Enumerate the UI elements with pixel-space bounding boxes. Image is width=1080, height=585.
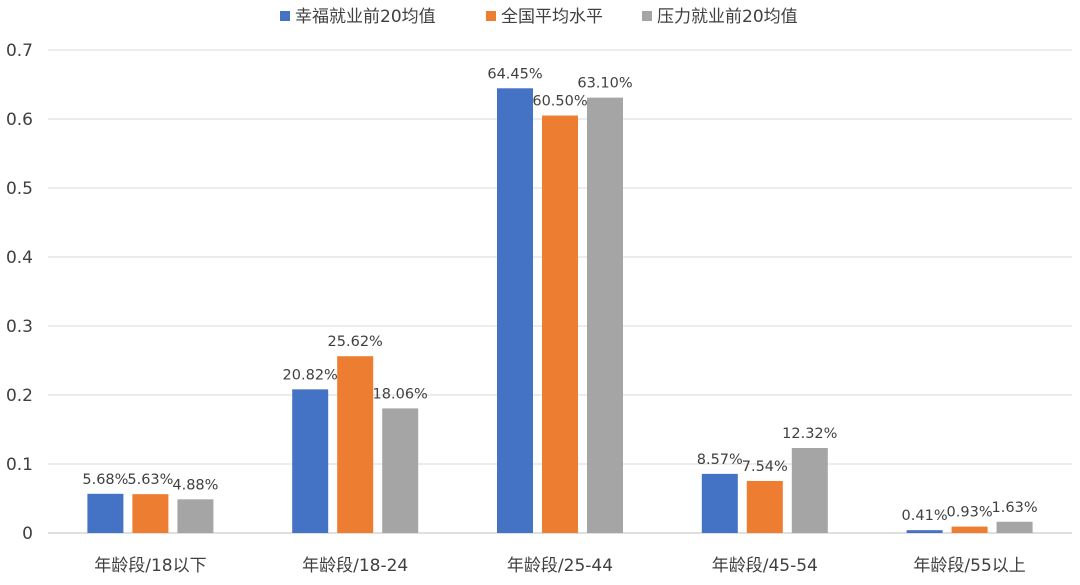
legend-label: 压力就业前20均值 xyxy=(657,7,798,27)
data-label: 8.57% xyxy=(697,452,743,468)
legend-swatch xyxy=(280,11,290,21)
y-tick-label: 0 xyxy=(22,524,33,544)
legend-label: 全国平均水平 xyxy=(501,7,603,27)
x-category-label: 年龄段/25-44 xyxy=(507,556,613,576)
bar xyxy=(951,526,988,533)
y-tick-label: 0.6 xyxy=(6,110,33,130)
x-axis-categories: 年龄段/18以下 年龄段/18-24 年龄段/25-44 年龄段/45-54 年龄段/5… xyxy=(94,556,1026,576)
data-label: 20.82% xyxy=(283,367,338,383)
y-axis-ticks: 0 0.1 0.2 0.3 0.4 0.5 0.6 0.7 xyxy=(6,41,33,544)
data-label: 64.45% xyxy=(487,66,542,82)
bar xyxy=(132,494,169,533)
bar xyxy=(701,473,738,533)
data-label: 1.63% xyxy=(992,500,1038,516)
bar xyxy=(996,521,1033,533)
bar xyxy=(497,88,533,534)
x-category-label: 年龄段/18以下 xyxy=(94,556,206,576)
y-tick-label: 0.4 xyxy=(6,248,33,268)
legend: 幸福就业前20均值 全国平均水平 压力就业前20均值 xyxy=(280,7,798,27)
data-label: 60.50% xyxy=(532,94,587,110)
bar xyxy=(382,408,419,533)
bar xyxy=(177,499,214,533)
data-label: 18.06% xyxy=(373,386,428,402)
data-label: 5.63% xyxy=(127,472,173,488)
y-tick-label: 0.1 xyxy=(6,455,33,475)
bar xyxy=(542,115,578,534)
data-label: 25.62% xyxy=(328,334,383,350)
x-category-label: 年龄段/45-54 xyxy=(712,556,818,576)
y-tick-label: 0.5 xyxy=(6,179,33,199)
data-label: 4.88% xyxy=(172,477,218,493)
x-category-label: 年龄段/55以上 xyxy=(913,556,1025,576)
data-label: 12.32% xyxy=(782,426,837,442)
bar xyxy=(587,97,623,534)
x-category-label: 年龄段/18-24 xyxy=(302,556,408,576)
bar xyxy=(87,493,124,533)
data-label: 5.68% xyxy=(82,472,128,488)
data-label: 0.41% xyxy=(902,508,948,524)
legend-swatch xyxy=(486,11,496,21)
data-label: 7.54% xyxy=(742,459,788,475)
bar xyxy=(292,389,329,533)
data-labels: 5.68%5.63%4.88% 20.82% 25.62% 18.06% 64.45% 6… xyxy=(82,66,1037,524)
y-tick-label: 0.2 xyxy=(6,386,33,406)
data-label: 0.93% xyxy=(947,505,993,521)
y-tick-label: 0.3 xyxy=(6,317,33,337)
bar xyxy=(337,356,374,533)
bar xyxy=(906,530,943,533)
data-label: 63.10% xyxy=(577,76,632,92)
bar xyxy=(791,447,828,533)
y-tick-label: 0.7 xyxy=(6,41,33,61)
bars xyxy=(87,88,1033,534)
legend-label: 幸福就业前20均值 xyxy=(295,7,436,27)
bar xyxy=(746,480,783,533)
legend-swatch xyxy=(642,11,652,21)
